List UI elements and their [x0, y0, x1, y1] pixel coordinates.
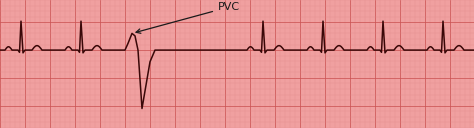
Text: PVC: PVC — [136, 2, 240, 33]
